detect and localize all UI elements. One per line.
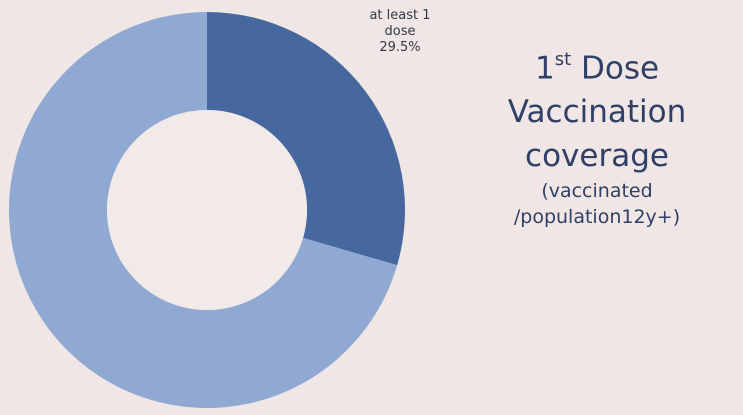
title-line-2: Vaccination: [507, 94, 687, 131]
slice-remainder: [8, 12, 398, 409]
title-line-3: coverage: [525, 138, 669, 175]
slice-label-line2: dose: [384, 24, 416, 39]
donut-hole: [107, 110, 307, 310]
title-line-1: 1st Dose: [534, 49, 660, 87]
slice-label-line1: at least 1: [369, 8, 431, 23]
title-line-5: /population12y+): [513, 206, 681, 229]
slice-at-least-1-dose: [207, 12, 405, 266]
title-line-4: (vaccinated: [541, 180, 653, 203]
chart-title: 1st Dose Vaccination coverage (vaccinate…: [462, 40, 732, 230]
slice-label-value: 29.5%: [379, 40, 421, 55]
slice-data-label: at least 1 dose 29.5%: [345, 8, 455, 56]
